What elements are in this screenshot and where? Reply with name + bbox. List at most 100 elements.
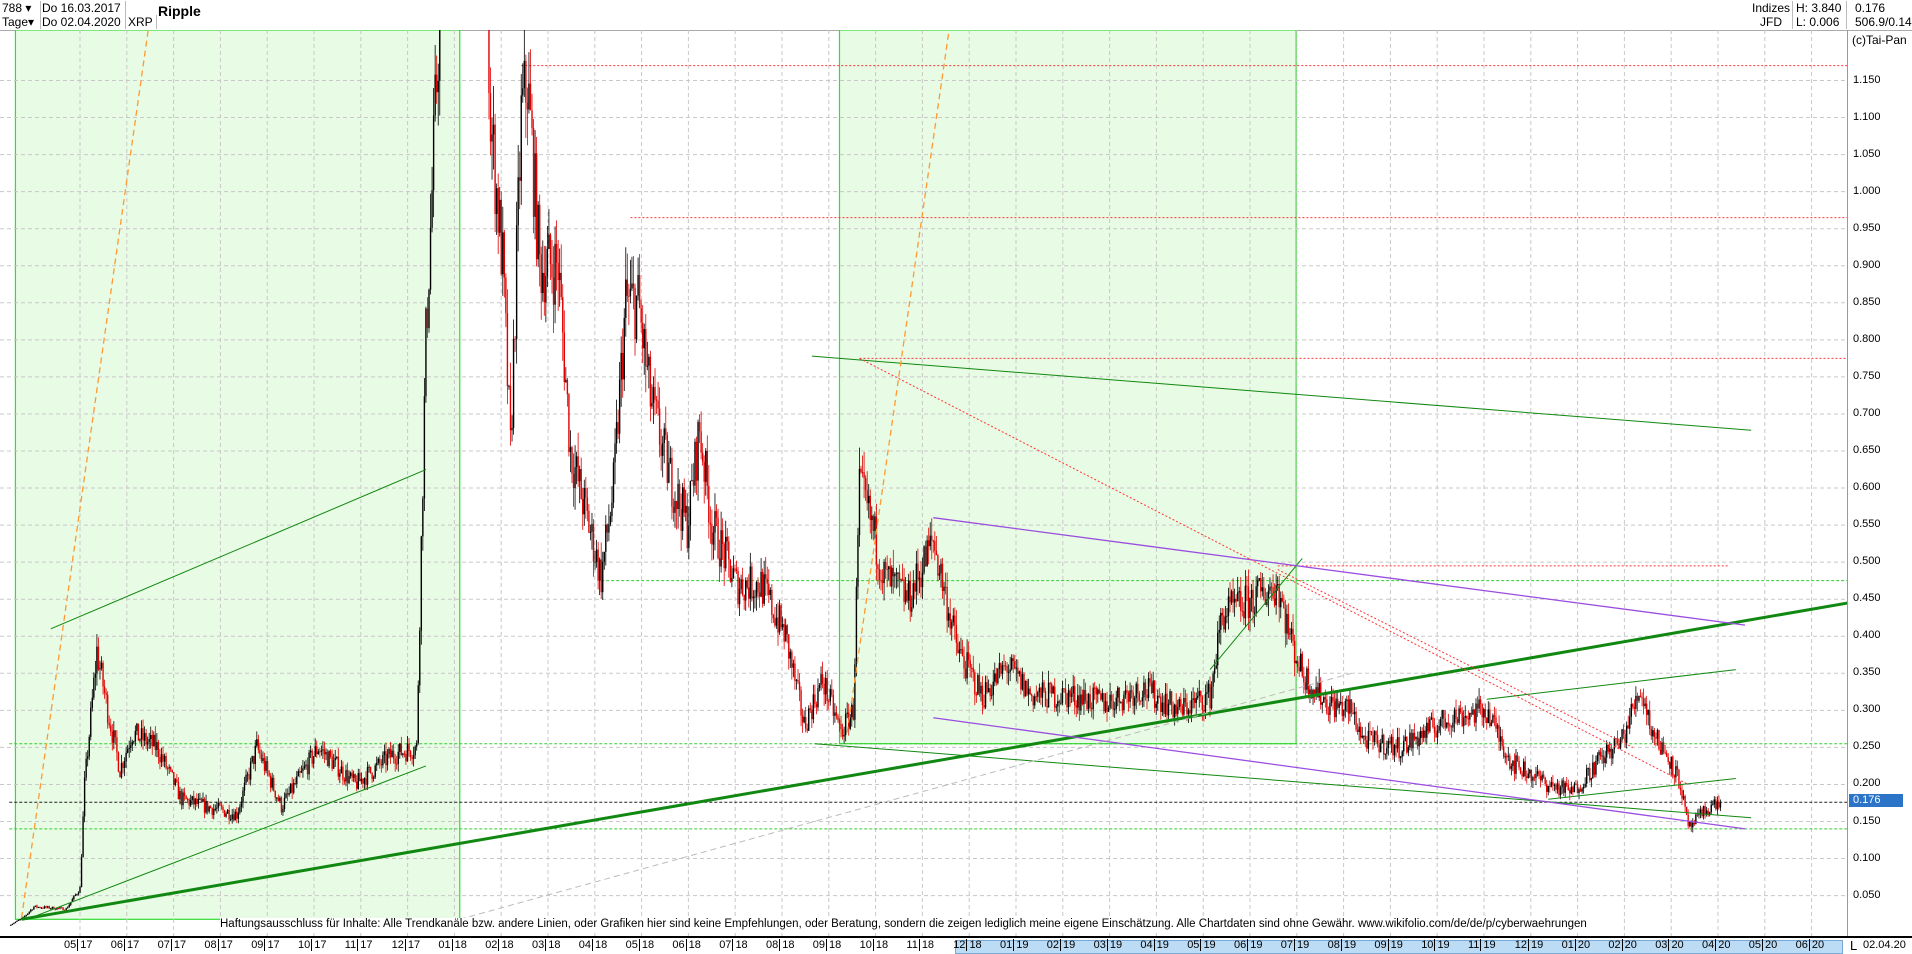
- time-tick-label: 08 18: [766, 939, 795, 951]
- candle: [1318, 681, 1320, 698]
- candle: [1330, 696, 1333, 703]
- candle: [1195, 697, 1197, 703]
- candle: [769, 589, 772, 595]
- candle: [625, 279, 627, 318]
- time-tick-label: 10 19: [1421, 939, 1450, 951]
- candle: [957, 642, 959, 654]
- date-to[interactable]: Do 02.04.2020: [42, 15, 126, 29]
- candle: [314, 746, 316, 757]
- candle: [558, 272, 561, 281]
- candle: [1264, 599, 1267, 605]
- candle: [400, 743, 403, 755]
- candle: [354, 774, 356, 782]
- candle: [1015, 667, 1018, 669]
- candle: [1579, 789, 1582, 792]
- candle: [1572, 787, 1574, 793]
- candle: [143, 733, 146, 741]
- candle: [1201, 696, 1204, 711]
- candle: [73, 895, 75, 900]
- candle: [1645, 703, 1648, 715]
- time-tick-label: 05 20: [1748, 939, 1778, 951]
- candle: [176, 779, 178, 782]
- copyright: (c)Tai-Pan: [1852, 33, 1907, 47]
- candle: [551, 263, 553, 278]
- candle: [714, 511, 716, 533]
- candle: [139, 739, 141, 741]
- candle: [1461, 712, 1463, 726]
- price-chart[interactable]: [0, 30, 1847, 936]
- candle: [546, 248, 549, 276]
- candle: [160, 754, 163, 763]
- candle: [285, 793, 287, 798]
- candle: [643, 329, 645, 349]
- candle: [1190, 699, 1193, 714]
- candle: [280, 797, 283, 813]
- candle: [203, 798, 206, 813]
- candle: [1673, 775, 1676, 778]
- candle: [1284, 608, 1287, 634]
- candle: [234, 811, 236, 821]
- candle: [572, 473, 575, 489]
- candle: [1100, 693, 1102, 700]
- bar-count-select[interactable]: 788 ▾: [2, 1, 41, 15]
- candle: [399, 743, 401, 752]
- candle: [580, 469, 582, 499]
- candle: [299, 771, 301, 773]
- candle: [917, 563, 919, 580]
- candle: [1359, 726, 1362, 738]
- candle: [150, 734, 152, 740]
- candle: [1650, 728, 1652, 737]
- candle: [423, 396, 426, 499]
- candle: [76, 894, 78, 896]
- candle: [583, 487, 585, 515]
- candle: [758, 592, 761, 597]
- time-tick-label: 06 17: [110, 939, 140, 951]
- candle: [1238, 591, 1240, 593]
- candle: [1161, 702, 1164, 712]
- price-tick-label: 0.100: [1853, 851, 1881, 864]
- period-select[interactable]: Tage▾: [2, 15, 41, 29]
- candle: [1455, 709, 1457, 720]
- time-tick-label: 05 19: [1187, 939, 1216, 951]
- candle: [706, 450, 708, 486]
- candle: [360, 778, 363, 782]
- candle: [1718, 801, 1720, 808]
- candle: [921, 572, 924, 588]
- candle: [1712, 804, 1714, 806]
- scale-mode[interactable]: L: [1850, 938, 1858, 953]
- candle: [1230, 591, 1233, 603]
- candle: [1170, 691, 1173, 706]
- candle: [746, 580, 748, 588]
- candle: [858, 468, 861, 536]
- candle: [1393, 745, 1396, 756]
- time-axis[interactable]: L 02.04.20 05 17 06 17 07 17 08 17 09 17 10 17 11 17 1…: [0, 936, 1912, 954]
- candle: [951, 622, 953, 629]
- candle: [1536, 771, 1539, 775]
- candle: [1655, 737, 1657, 739]
- candle: [349, 772, 352, 777]
- candle: [106, 694, 109, 723]
- candle: [1704, 806, 1706, 815]
- candle: [1083, 689, 1085, 705]
- candle: [840, 724, 842, 730]
- candle: [665, 428, 667, 436]
- candle: [1652, 730, 1654, 737]
- candle: [379, 758, 381, 764]
- date-from[interactable]: Do 16.03.2017: [42, 1, 126, 15]
- candle: [620, 352, 622, 380]
- candle: [65, 908, 67, 911]
- disclaimer: Haftungsausschluss für Inhalte: Alle Tre…: [220, 918, 1587, 930]
- candle: [183, 792, 186, 796]
- candle: [1206, 692, 1208, 695]
- candle: [565, 379, 567, 382]
- candle: [1353, 711, 1356, 715]
- candle: [1355, 711, 1357, 730]
- price-tick-label: 0.350: [1853, 666, 1881, 679]
- candle: [1160, 696, 1162, 712]
- candle: [1316, 687, 1319, 698]
- price-tick-label: 0.500: [1853, 555, 1881, 568]
- candle: [741, 579, 744, 596]
- candle: [435, 74, 438, 93]
- candle: [1332, 696, 1334, 702]
- candle: [1607, 744, 1609, 752]
